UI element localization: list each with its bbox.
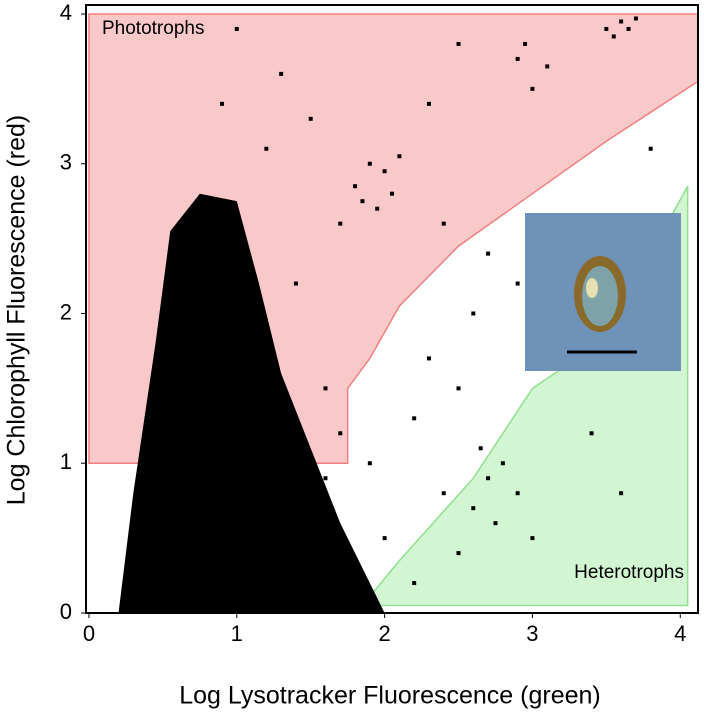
point (390, 191, 394, 196)
point (456, 386, 461, 391)
point (589, 431, 594, 436)
point (478, 446, 483, 451)
point (626, 26, 631, 31)
point (493, 521, 498, 526)
x-tick-label: 4 (674, 621, 686, 646)
point (412, 581, 417, 586)
point (264, 146, 269, 151)
point (308, 116, 313, 121)
point (500, 461, 505, 466)
point (279, 71, 284, 76)
point (220, 101, 224, 106)
point (619, 19, 624, 24)
y-tick-label: 3 (60, 150, 72, 175)
point (486, 251, 491, 256)
point (515, 491, 520, 496)
point (486, 476, 491, 481)
y-tick-label: 0 (60, 599, 72, 624)
point (367, 461, 372, 466)
y-axis-title: Log Chlorophyll Fluorescence (red) (3, 115, 31, 505)
dense-region (118, 193, 385, 614)
x-tick-label: 1 (231, 621, 243, 646)
point (412, 416, 417, 421)
point (382, 169, 387, 174)
point (471, 506, 476, 511)
point (523, 41, 528, 46)
point (515, 56, 520, 61)
y-tick-label: 2 (60, 299, 72, 324)
point (279, 551, 284, 556)
point (353, 566, 358, 571)
y-tick-label: 1 (60, 449, 72, 474)
point (530, 536, 535, 541)
point (367, 161, 372, 166)
plot-area: Phototrophs Heterotrophs (88, 13, 699, 614)
point (441, 491, 446, 496)
point (471, 311, 476, 316)
cell-body (582, 266, 618, 326)
point (323, 386, 328, 391)
plot-frame (85, 4, 699, 614)
point (375, 206, 380, 211)
point (293, 281, 298, 286)
x-tick-label: 0 (83, 621, 95, 646)
point (530, 86, 535, 91)
point (441, 221, 446, 226)
x-tick-label: 2 (378, 621, 390, 646)
point (456, 551, 461, 556)
point (360, 199, 365, 204)
point (353, 184, 358, 189)
inset-photo (525, 213, 681, 371)
point (382, 536, 387, 541)
point (648, 146, 653, 151)
x-axis-title: Log Lysotracker Fluorescence (green) (179, 682, 601, 710)
point (515, 281, 520, 286)
point (426, 101, 431, 106)
point (456, 41, 461, 46)
point (619, 491, 624, 496)
point (426, 356, 431, 361)
point (397, 154, 402, 159)
point (611, 34, 616, 39)
gate-label: Phototrophs (102, 18, 204, 39)
point (338, 431, 343, 436)
x-tick-label: 3 (526, 621, 538, 646)
point (338, 221, 343, 226)
point (323, 476, 328, 481)
point (234, 26, 239, 31)
gate-label: Heterotrophs (574, 562, 684, 583)
point (604, 26, 609, 31)
y-tick-label: 4 (60, 0, 72, 25)
point (545, 64, 550, 69)
cell-highlight (586, 278, 598, 298)
point (633, 16, 638, 21)
